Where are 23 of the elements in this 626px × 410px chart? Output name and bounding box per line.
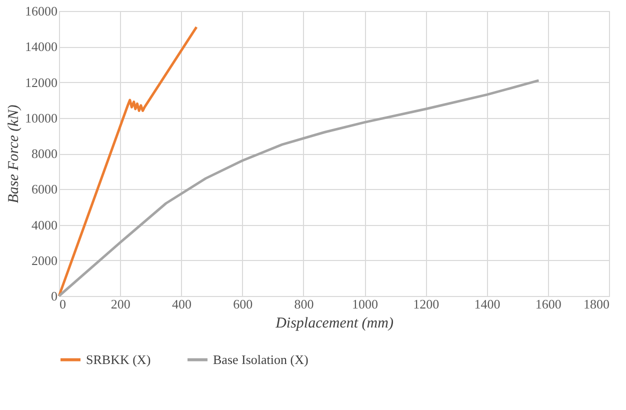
y-tick-label: 16000 — [25, 4, 58, 18]
x-tick-label: 800 — [294, 296, 314, 312]
y-tick-label: 14000 — [25, 39, 58, 54]
y-tick-label: 10000 — [25, 110, 58, 126]
x-tick-label: 1000 — [352, 296, 378, 312]
y-tick-label: 2000 — [32, 252, 58, 268]
x-tick-label: 400 — [172, 296, 192, 312]
y-tick-label: 6000 — [32, 182, 58, 197]
y-tick-label: 12000 — [25, 74, 58, 90]
legend-label: SRBKK (X) — [86, 352, 151, 367]
x-tick-label: 1800 — [584, 296, 610, 312]
x-tick-label: 1200 — [413, 296, 440, 312]
x-tick-label: 1400 — [474, 296, 500, 312]
legend-label: Base Isolation (X) — [213, 352, 308, 367]
x-tick-label: 600 — [233, 296, 253, 312]
line-series — [58, 79, 540, 298]
x-axis-title: Displacement (mm) — [274, 316, 394, 332]
x-tick-label: 1600 — [535, 296, 562, 312]
y-tick-label: 8000 — [32, 146, 58, 161]
x-tick-label: 200 — [110, 296, 130, 312]
line-series — [58, 26, 198, 298]
y-axis-title: Base Force (kN) — [6, 104, 22, 204]
y-tick-label: 4000 — [32, 217, 58, 232]
